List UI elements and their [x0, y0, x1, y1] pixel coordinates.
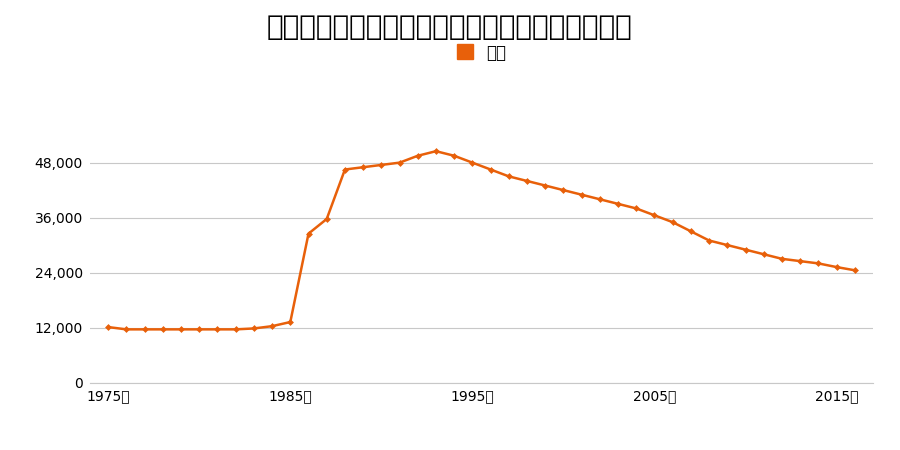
Legend: 価格: 価格: [450, 37, 513, 68]
Text: 三重県熊野市木本町字親地町３番１７の地価推移: 三重県熊野市木本町字親地町３番１７の地価推移: [267, 14, 633, 41]
